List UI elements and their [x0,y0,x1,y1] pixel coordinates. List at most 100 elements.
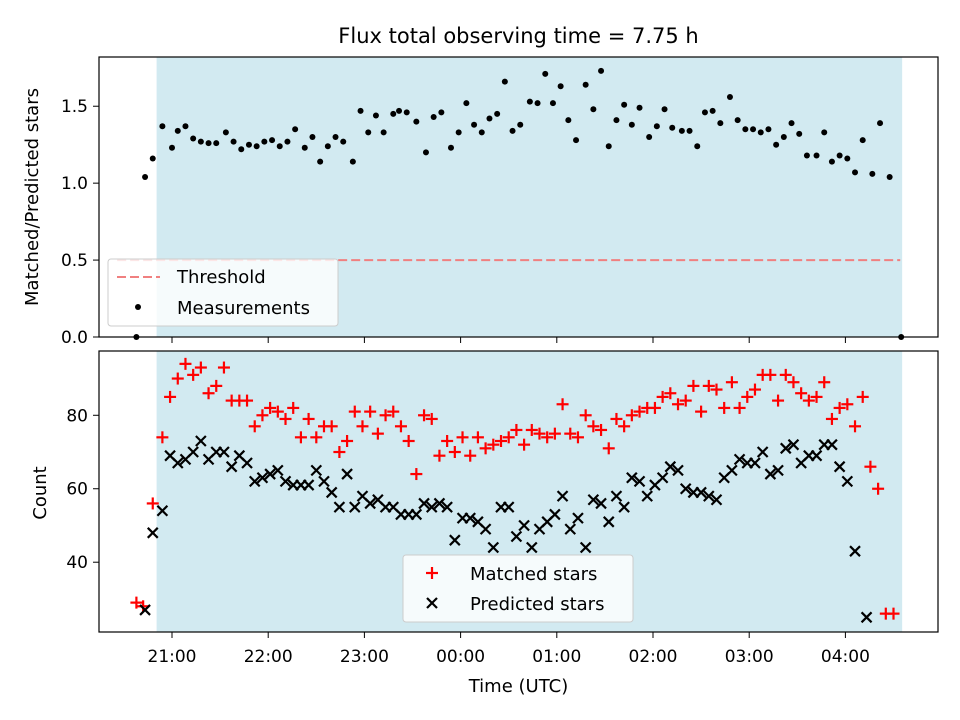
predicted-star-point [618,501,630,513]
predicted-star-point [772,464,784,477]
x-tick-label: 21:00 [148,647,197,667]
measurement-point [613,117,620,124]
bottom-y-tick-label: 40 [66,553,88,573]
predicted-star-point [256,471,269,484]
measurement-point [309,134,316,140]
measurement-point [380,129,387,136]
predicted-star-point [602,516,615,528]
predicted-star-point [703,490,715,502]
measurement-point [357,107,364,114]
measurement-point [238,146,245,153]
top-legend: Threshold Measurements [107,258,339,327]
matched-star-point [256,409,269,422]
measurement-point [317,158,324,165]
matched-star-point [733,401,746,414]
measurement-point [526,98,533,105]
predicted-star-point [449,534,461,546]
matched-star-point [371,427,384,440]
matched-star-point [194,361,207,374]
measurement-point [549,100,556,107]
matched-star-point [410,468,423,481]
matched-star-point [441,434,454,447]
measurement-point [197,138,204,145]
matched-star-point [217,361,230,374]
predicted-star-point [849,545,861,557]
matched-star-point [625,409,638,422]
measurement-point [780,134,787,140]
measurement-point [403,109,410,116]
x-tick-label: 02:00 [629,647,678,667]
top-y-tick-label: 1.0 [61,174,88,194]
matched-star-point [610,412,623,425]
x-tick-label: 23:00 [340,647,389,667]
measurement-point [340,138,347,145]
predicted-star-point [526,541,538,554]
predicted-star-point [341,468,353,480]
matched-star-point [333,446,346,459]
predicted-star-point [139,604,151,616]
matched-star-point [425,412,438,425]
measurement-point [478,129,485,136]
predicted-star-point [626,471,638,484]
predicted-star-point [272,464,284,477]
matched-star-point [156,431,169,444]
predicted-star-point [248,475,261,488]
predicted-star-point [464,512,476,524]
matched-star-point [164,390,177,403]
measurement-point [422,149,429,156]
bottom-legend: Matched stars Predicted stars [402,554,634,623]
measurement-point [573,137,580,144]
x-axis: 21:00 22:00 23:00 00:00 01:00 02:00 03:00 04:00 [148,632,870,667]
measurement-point [430,114,437,120]
matched-star-point [294,431,307,444]
matched-star-point [571,431,584,444]
predicted-star-point [264,468,276,480]
matched-star-point [864,460,877,473]
top-y-tick-label: 1.5 [61,97,88,117]
measurements-legend-marker [135,304,141,310]
predicted-star-point [672,464,684,477]
predicted-star-point [556,490,569,502]
matched-star-point [279,412,292,425]
measurement-point [765,126,772,133]
predicted-star-point [349,501,361,513]
matched-star-point [672,398,685,411]
measurement-point [390,110,397,117]
matched-star-point [748,383,761,396]
matched-star-point [633,405,646,418]
measurement-point [222,129,229,136]
top-y-axis: 0.0 0.5 1.0 1.5 [61,97,99,348]
predicted-star-point [756,446,769,458]
predicted-star-point [710,493,723,506]
predicted-star-point [302,479,315,491]
matched-star-point [702,379,715,392]
measurement-point [253,143,260,150]
measurement-point [701,109,708,116]
measurement-point [230,138,237,145]
measurement-point [501,78,508,85]
measurement-point [413,118,420,125]
measurement-point [372,112,379,119]
x-axis-label: Time (UTC) [468,676,569,697]
matched-star-point [802,394,815,407]
measurement-point [486,115,493,122]
matched-star-point [656,390,669,403]
predicted-star-point [279,475,292,488]
measurement-point [276,143,283,150]
measurement-point [886,174,893,180]
bottom-y-axis: 40 60 80 [66,406,99,573]
x-tick-label: 01:00 [532,647,581,667]
measurement-point [788,120,795,127]
measurement-point [301,144,308,151]
matched-star-point [356,420,369,433]
matched-star-point [541,431,554,444]
measurement-point [628,121,635,128]
measurement-point [773,141,780,148]
measurement-point [669,124,676,131]
top-tick-marks [171,337,846,343]
predicted-star-point [787,438,800,451]
top-panel: 0.0 0.5 1.0 1.5 Matched/Predicted stars Thr… [22,56,939,348]
chart-title: Flux total observing time = 7.75 h [338,24,698,48]
measurement-point [757,129,764,136]
matched-star-point [525,423,538,436]
